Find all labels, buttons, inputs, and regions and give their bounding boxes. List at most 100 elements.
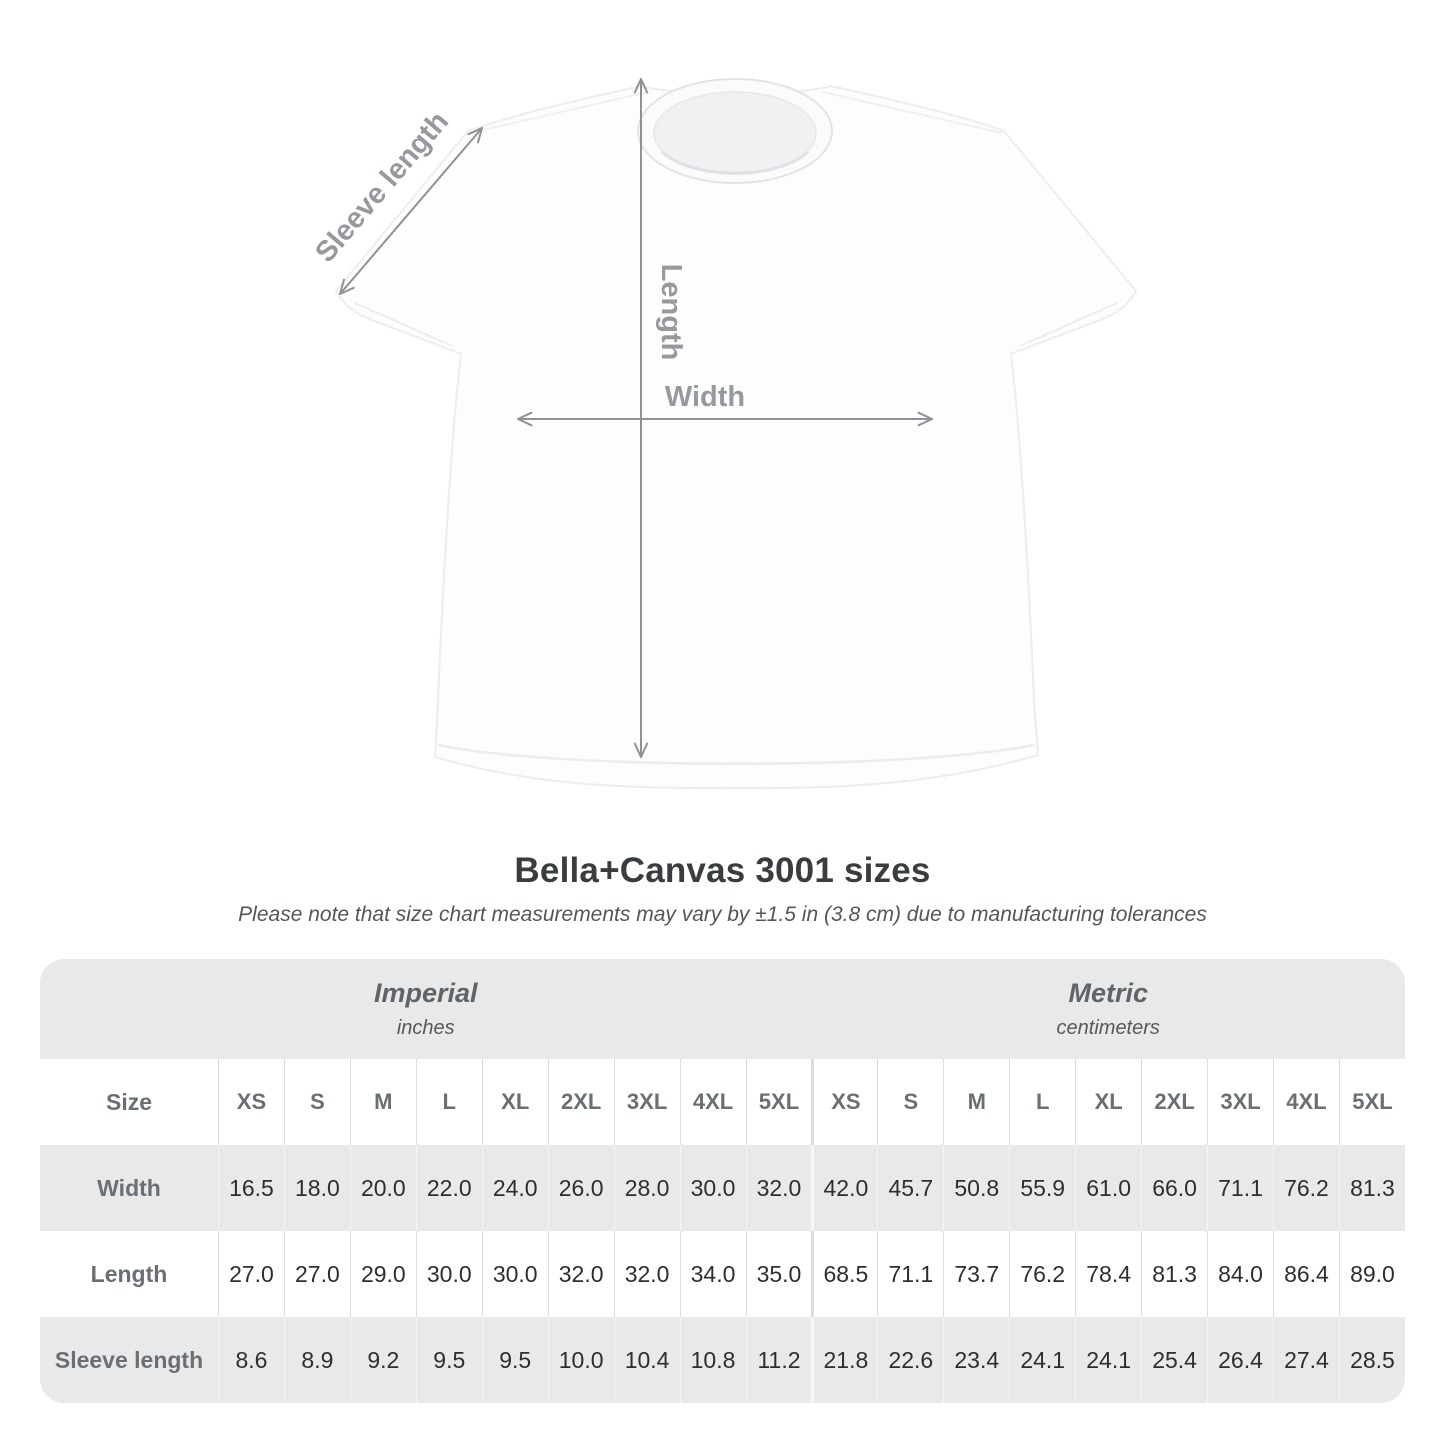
size-header-metric-3xl: 3XL bbox=[1207, 1059, 1273, 1145]
length-metric-5xl: 89.0 bbox=[1338, 1231, 1405, 1317]
measurement-arrows bbox=[339, 78, 933, 758]
size-header-metric-5xl: 5XL bbox=[1338, 1059, 1405, 1145]
width-metric-xs: 42.0 bbox=[811, 1145, 877, 1231]
measurement-row-width: Width 16.5 18.0 20.0 22.0 24.0 26.0 28.0 30.0 32.… bbox=[40, 1145, 1405, 1231]
sleeve-length-imperial-s: 8.9 bbox=[283, 1317, 350, 1403]
length-metric-m: 73.7 bbox=[943, 1231, 1009, 1317]
sleeve-length-metric-l: 24.1 bbox=[1009, 1317, 1075, 1403]
size-header-imperial-m: M bbox=[349, 1059, 416, 1145]
right-shoulder-seam bbox=[821, 91, 1003, 134]
length-metric-l: 76.2 bbox=[1009, 1231, 1075, 1317]
width-metric-5xl: 81.3 bbox=[1338, 1145, 1405, 1231]
length-imperial-5xl: 35.0 bbox=[745, 1231, 812, 1317]
size-header-imperial-l: L bbox=[415, 1059, 482, 1145]
width-imperial-s: 18.0 bbox=[283, 1145, 350, 1231]
size-header-imperial-4xl: 4XL bbox=[679, 1059, 746, 1145]
width-label: Width bbox=[665, 381, 745, 413]
size-header-row: Size XS S M L XL 2XL 3XL 4XL 5XL XS S M L XL 2XL 3XL 4XL… bbox=[40, 1059, 1405, 1145]
length-imperial-xl: 30.0 bbox=[481, 1231, 548, 1317]
tshirt-body bbox=[335, 85, 1137, 790]
sleeve-length-imperial-l: 9.5 bbox=[415, 1317, 482, 1403]
sleeve-length-imperial-3xl: 10.4 bbox=[613, 1317, 680, 1403]
width-metric-3xl: 71.1 bbox=[1207, 1145, 1273, 1231]
metric-label: Metric bbox=[1068, 978, 1148, 1008]
width-imperial-m: 20.0 bbox=[349, 1145, 416, 1231]
size-header-imperial-3xl: 3XL bbox=[613, 1059, 680, 1145]
collar-shading bbox=[660, 150, 810, 175]
length-imperial-m: 29.0 bbox=[349, 1231, 416, 1317]
length-metric-2xl: 81.3 bbox=[1141, 1231, 1207, 1317]
sleeve-length-imperial-xs: 8.6 bbox=[218, 1317, 284, 1403]
measurement-row-length: Length 27.0 27.0 29.0 30.0 30.0 32.0 32.0 34.0 35… bbox=[40, 1231, 1405, 1317]
tshirt-graphic bbox=[335, 78, 1137, 790]
size-header-metric-s: S bbox=[877, 1059, 943, 1145]
sleeve-length-imperial-2xl: 10.0 bbox=[547, 1317, 614, 1403]
width-metric-s: 45.7 bbox=[877, 1145, 943, 1231]
sleeve-length-metric-m: 23.4 bbox=[943, 1317, 1009, 1403]
size-header-metric-xl: XL bbox=[1075, 1059, 1141, 1145]
sleeve-length-arrow bbox=[339, 127, 483, 295]
sleeve-length-metric-5xl: 28.5 bbox=[1338, 1317, 1405, 1403]
size-header-imperial-5xl: 5XL bbox=[745, 1059, 812, 1145]
length-metric-xs: 68.5 bbox=[811, 1231, 877, 1317]
width-imperial-4xl: 30.0 bbox=[679, 1145, 746, 1231]
imperial-unit: inches bbox=[396, 1017, 455, 1039]
width-imperial-5xl: 32.0 bbox=[745, 1145, 812, 1231]
size-header-metric-m: M bbox=[943, 1059, 1009, 1145]
imperial-label: Imperial bbox=[373, 978, 478, 1008]
sleeve-length-metric-xs: 21.8 bbox=[811, 1317, 877, 1403]
width-metric-2xl: 66.0 bbox=[1141, 1145, 1207, 1231]
length-imperial-xs: 27.0 bbox=[218, 1231, 284, 1317]
size-header-imperial-xl: XL bbox=[481, 1059, 548, 1145]
right-sleeve-hem bbox=[1019, 302, 1118, 347]
width-imperial-2xl: 26.0 bbox=[547, 1145, 614, 1231]
row-label-sleeve-length: Sleeve length bbox=[54, 1346, 204, 1373]
sleeve-length-metric-s: 22.6 bbox=[877, 1317, 943, 1403]
sleeve-length-imperial-5xl: 11.2 bbox=[745, 1317, 812, 1403]
size-header-imperial-2xl: 2XL bbox=[547, 1059, 614, 1145]
size-column-label: Size bbox=[105, 1088, 153, 1115]
size-header-metric-2xl: 2XL bbox=[1141, 1059, 1207, 1145]
length-imperial-l: 30.0 bbox=[415, 1231, 482, 1317]
length-metric-xl: 78.4 bbox=[1075, 1231, 1141, 1317]
left-sleeve-hem bbox=[354, 302, 453, 347]
sleeve-length-metric-3xl: 26.4 bbox=[1207, 1317, 1273, 1403]
page-title: Bella+Canvas 3001 sizes bbox=[514, 851, 931, 890]
width-imperial-xs: 16.5 bbox=[218, 1145, 284, 1231]
width-metric-m: 50.8 bbox=[943, 1145, 1009, 1231]
sleeve-length-imperial-xl: 9.5 bbox=[481, 1317, 548, 1403]
size-header-metric-xs: XS bbox=[811, 1059, 877, 1145]
tshirt-measurement-figure: Sleeve length Length Width bbox=[309, 78, 1137, 790]
sleeve-length-metric-xl: 24.1 bbox=[1075, 1317, 1141, 1403]
length-imperial-4xl: 34.0 bbox=[679, 1231, 746, 1317]
row-label-length: Length bbox=[90, 1260, 168, 1287]
width-imperial-xl: 24.0 bbox=[481, 1145, 548, 1231]
row-label-width: Width bbox=[97, 1174, 161, 1201]
metric-section-header: Metric centimeters bbox=[811, 959, 1405, 1059]
metric-unit: centimeters bbox=[1056, 1017, 1160, 1039]
length-imperial-s: 27.0 bbox=[283, 1231, 350, 1317]
unit-band-row: Imperial inches Metric centimeters bbox=[40, 959, 1405, 1059]
width-metric-l: 55.9 bbox=[1009, 1145, 1075, 1231]
sleeve-length-imperial-4xl: 10.8 bbox=[679, 1317, 746, 1403]
size-header-imperial-xs: XS bbox=[218, 1059, 284, 1145]
width-metric-xl: 61.0 bbox=[1075, 1145, 1141, 1231]
length-imperial-3xl: 32.0 bbox=[613, 1231, 680, 1317]
size-header-metric-4xl: 4XL bbox=[1273, 1059, 1339, 1145]
imperial-section-header: Imperial inches bbox=[40, 959, 812, 1059]
sleeve-length-imperial-m: 9.2 bbox=[349, 1317, 416, 1403]
width-arrow bbox=[517, 411, 933, 427]
width-imperial-l: 22.0 bbox=[415, 1145, 482, 1231]
bottom-hem-shadow bbox=[437, 743, 1035, 765]
length-metric-4xl: 86.4 bbox=[1273, 1231, 1339, 1317]
sleeve-length-metric-4xl: 27.4 bbox=[1273, 1317, 1339, 1403]
sleeve-length-metric-2xl: 25.4 bbox=[1141, 1317, 1207, 1403]
measurement-row-sleeve-length: Sleeve length 8.6 8.9 9.2 9.5 9.5 10.0 10.4 10.8… bbox=[40, 1317, 1405, 1403]
size-header-imperial-s: S bbox=[283, 1059, 350, 1145]
length-label: Length bbox=[655, 264, 687, 361]
length-metric-3xl: 84.0 bbox=[1207, 1231, 1273, 1317]
tolerance-note: Please note that size chart measurements… bbox=[238, 903, 1207, 926]
length-imperial-2xl: 32.0 bbox=[547, 1231, 614, 1317]
size-header-metric-l: L bbox=[1009, 1059, 1075, 1145]
